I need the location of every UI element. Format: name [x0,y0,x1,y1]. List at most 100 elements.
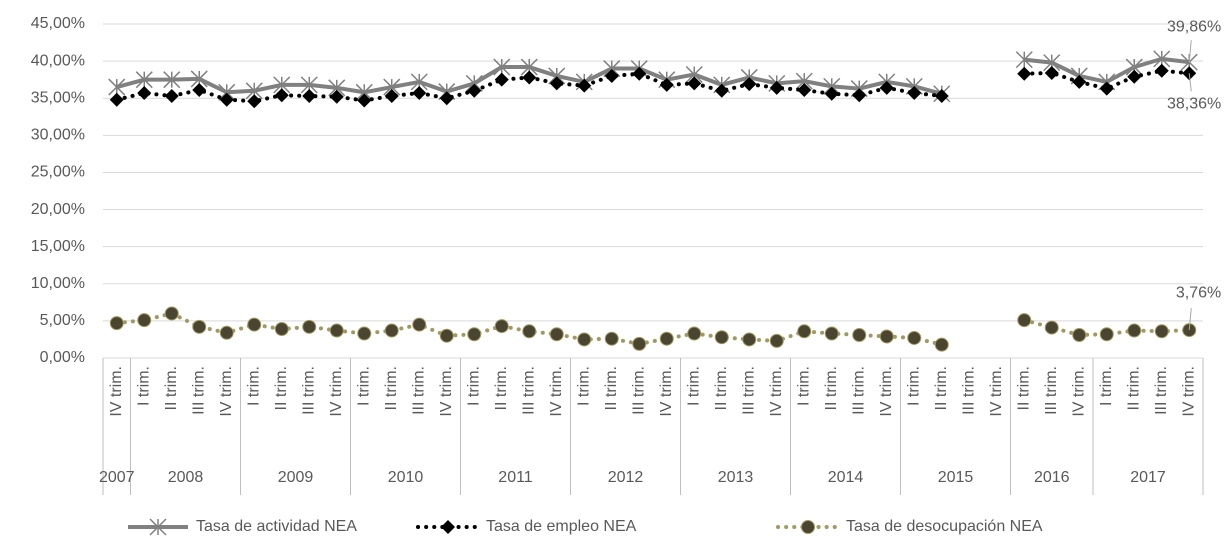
x-tick-label: III trim. [1043,366,1060,415]
year-label: 2017 [1130,469,1166,486]
legend-item: Tasa de empleo NEA [416,518,637,535]
marker [467,83,482,98]
marker [1017,66,1032,81]
marker [714,83,729,98]
year-label: 2010 [388,469,424,486]
x-tick-label: I trim. [575,366,592,406]
x-tick-label: IV trim. [768,366,785,417]
marker [1015,51,1033,69]
x-tick-label: IV trim. [218,366,235,417]
year-label: 2007 [99,469,135,486]
year-label: 2016 [1034,469,1070,486]
marker [302,319,317,334]
marker [824,326,839,341]
marker [934,337,949,352]
x-tick-label: IV trim. [658,366,675,417]
marker [1127,323,1142,338]
marker [1127,69,1142,84]
marker [797,83,812,98]
marker [632,336,647,351]
leader-line [1188,73,1192,92]
marker [494,72,509,87]
x-tick-label: III trim. [410,366,427,415]
marker [329,89,344,104]
marker [384,88,399,103]
x-tick-label: II trim. [1125,366,1142,410]
x-tick-label: IV trim. [328,366,345,417]
marker [907,86,922,101]
marker [274,322,289,337]
year-label: 2012 [608,469,644,486]
marker [522,324,537,339]
marker [659,331,674,346]
x-tick-label: III trim. [850,366,867,415]
y-tick-label: 30,00% [31,127,85,144]
marker [577,332,592,347]
data-label: 38,36% [1167,96,1221,113]
marker [1099,327,1114,342]
legend-marker [441,520,455,534]
marker [109,92,124,107]
marker [219,325,234,340]
marker [247,94,262,109]
x-tick-label: I trim. [685,366,702,406]
data-label: 3,76% [1176,284,1221,301]
marker [742,332,757,347]
marker [247,317,262,332]
marker [1154,63,1169,78]
marker [329,323,344,338]
x-tick-label: I trim. [355,366,372,406]
y-tick-label: 15,00% [31,238,85,255]
year-label: 2014 [828,469,864,486]
x-tick-label: II trim. [823,366,840,410]
x-tick-label: IV trim. [1180,366,1197,417]
x-tick-label: III trim. [300,366,317,415]
marker [1072,327,1087,342]
marker [1044,320,1059,335]
y-tick-label: 40,00% [31,52,85,69]
marker [824,86,839,101]
leader-line [1188,40,1192,63]
marker [219,92,234,107]
x-tick-label: II trim. [713,366,730,410]
x-tick-label: IV trim. [878,366,895,417]
legend-item: Tasa de actividad NEA [128,518,357,536]
marker [604,68,619,83]
marker [1017,313,1032,328]
marker [522,70,537,85]
marker [659,77,674,92]
x-tick-label: III trim. [630,366,647,415]
marker [797,324,812,339]
y-tick-label: 45,00% [31,15,85,32]
x-tick-label: I trim. [795,366,812,406]
x-tick-label: II trim. [933,366,950,410]
x-tick-label: IV trim. [108,366,125,417]
x-tick-label: III trim. [960,366,977,415]
marker [742,77,757,92]
y-tick-label: 25,00% [31,164,85,181]
marker [412,317,427,332]
marker [135,71,153,89]
marker [687,326,702,341]
x-tick-label: III trim. [740,366,757,415]
x-tick-label: I trim. [905,366,922,406]
marker [549,327,564,342]
marker [577,78,592,93]
x-tick-label: II trim. [383,366,400,410]
legend-label: Tasa de desocupación NEA [846,518,1043,535]
marker [137,313,152,328]
marker [163,71,181,89]
x-tick-label: IV trim. [548,366,565,417]
x-tick-label: I trim. [1098,366,1115,406]
marker [1044,65,1059,80]
x-tick-label: I trim. [245,366,262,406]
marker [493,58,511,76]
marker [1154,324,1169,339]
y-tick-label: 20,00% [31,201,85,218]
marker [467,327,482,342]
x-tick-label: II trim. [273,366,290,410]
marker [879,80,894,95]
y-tick-label: 35,00% [31,89,85,106]
x-tick-label: II trim. [493,366,510,410]
